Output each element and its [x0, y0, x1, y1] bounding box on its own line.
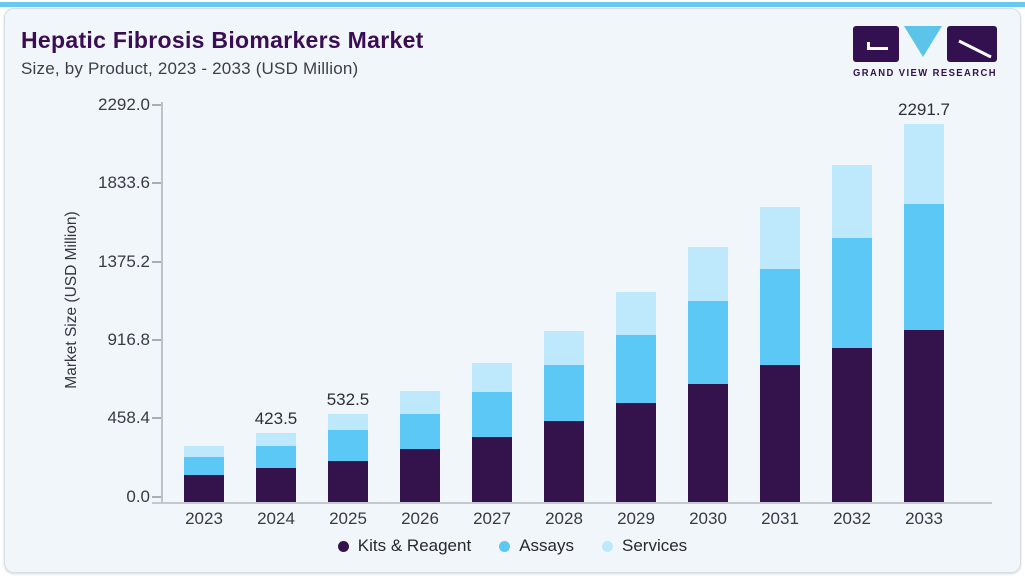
bar-segment-assays: [688, 301, 728, 384]
y-tick-label: 916.8: [107, 329, 150, 349]
brand-logo-graphic: GRAND VIEW RESEARCH: [853, 26, 997, 79]
y-axis-line: [161, 102, 163, 503]
legend-item: Kits & Reagent: [337, 536, 472, 556]
bar-segment-kits-reagent: [328, 460, 368, 503]
bar-segment-kits-reagent: [760, 364, 800, 503]
bar-segment-assays: [328, 430, 368, 461]
bar-value-label: 532.5: [326, 390, 370, 410]
bar-value-label: 2291.7: [898, 99, 950, 119]
x-tick-label: 2030: [689, 509, 727, 528]
bar-segment-services: [904, 123, 944, 205]
legend-label: Kits & Reagent: [357, 536, 472, 555]
brand-logo: GRAND VIEW RESEARCH: [851, 26, 999, 85]
bar-segment-services: [760, 207, 800, 269]
y-tick-label: 2292.0: [98, 95, 150, 114]
y-tick-label: 458.4: [107, 408, 150, 428]
legend-label: Assays: [519, 536, 574, 555]
bar-segment-kits-reagent: [616, 403, 656, 503]
bar-segment-services: [328, 414, 368, 431]
x-axis-line: [152, 501, 992, 504]
y-tick-mark: [152, 104, 161, 106]
logo-g-mark-tick: [867, 42, 870, 50]
bar-segment-assays: [904, 204, 944, 331]
page-title: Hepatic Fibrosis Biomarkers Market: [21, 27, 424, 53]
legend-swatch-icon: [499, 540, 511, 552]
x-tick-label: 2029: [617, 509, 655, 528]
logo-v-triangle: [904, 26, 942, 57]
bar-value-label: 423.5: [254, 408, 298, 428]
bar-segment-services: [832, 165, 872, 238]
x-tick-label: 2032: [833, 509, 871, 528]
y-tick-label: 1375.2: [98, 251, 150, 271]
legend-swatch-icon: [602, 540, 613, 552]
x-tick-label: 2026: [401, 509, 439, 528]
bar-segment-kits-reagent: [472, 437, 512, 503]
bar-segment-services: [400, 390, 440, 415]
logo-g-block: [853, 26, 899, 62]
x-tick-label: 2023: [185, 509, 223, 528]
bar-segment-assays: [832, 237, 872, 349]
page-subtitle: Size, by Product, 2023 - 2033 (USD Milli…: [21, 59, 359, 78]
x-tick-label: 2031: [761, 509, 799, 528]
bar-segment-kits-reagent: [400, 448, 440, 503]
legend-item: Assays: [499, 536, 574, 556]
bar-segment-assays: [400, 414, 440, 449]
legend-item: Services: [602, 536, 687, 556]
x-tick-label: 2033: [905, 509, 943, 528]
bar-segment-assays: [544, 364, 584, 422]
bar-segment-services: [688, 247, 728, 302]
bar-segment-services: [616, 291, 656, 335]
y-tick-mark: [152, 417, 161, 420]
y-tick-label: 1833.6: [98, 173, 150, 193]
bar-segment-assays: [184, 457, 224, 476]
bar-segment-assays: [760, 268, 800, 365]
bar-segment-services: [184, 445, 224, 458]
legend-label: Services: [622, 536, 688, 555]
y-tick-mark: [152, 495, 161, 498]
logo-g-mark: [867, 47, 888, 50]
top-accent-bar: [0, 2, 1025, 7]
bar-segment-services: [544, 330, 584, 365]
bar-segment-kits-reagent: [184, 475, 224, 503]
bar-segment-assays: [616, 334, 656, 404]
bar-segment-assays: [472, 391, 512, 438]
bar-segment-kits-reagent: [544, 421, 584, 503]
x-tick-label: 2027: [473, 509, 511, 528]
x-tick-label: 2028: [545, 509, 583, 528]
y-tick-label: 0.0: [126, 486, 150, 506]
bar-segment-assays: [256, 445, 296, 468]
bar-segment-services: [472, 362, 512, 392]
bar-segment-kits-reagent: [688, 383, 728, 503]
logo-r-mark: [958, 39, 992, 59]
x-tick-label: 2024: [257, 509, 295, 528]
y-tick-mark: [152, 260, 161, 263]
brand-name: GRAND VIEW RESEARCH: [853, 68, 997, 79]
bar-segment-services: [256, 432, 296, 446]
bar-segment-kits-reagent: [904, 330, 944, 503]
bar-segment-kits-reagent: [256, 467, 296, 503]
x-tick-label: 2025: [329, 509, 367, 528]
bar-segment-kits-reagent: [832, 348, 872, 503]
y-tick-mark: [152, 182, 161, 185]
legend-swatch-icon: [337, 540, 349, 552]
chart-legend: Kits & Reagent Assays Services: [0, 536, 1025, 556]
y-axis-title: Market Size (USD Million): [63, 211, 80, 389]
y-tick-mark: [152, 338, 161, 341]
